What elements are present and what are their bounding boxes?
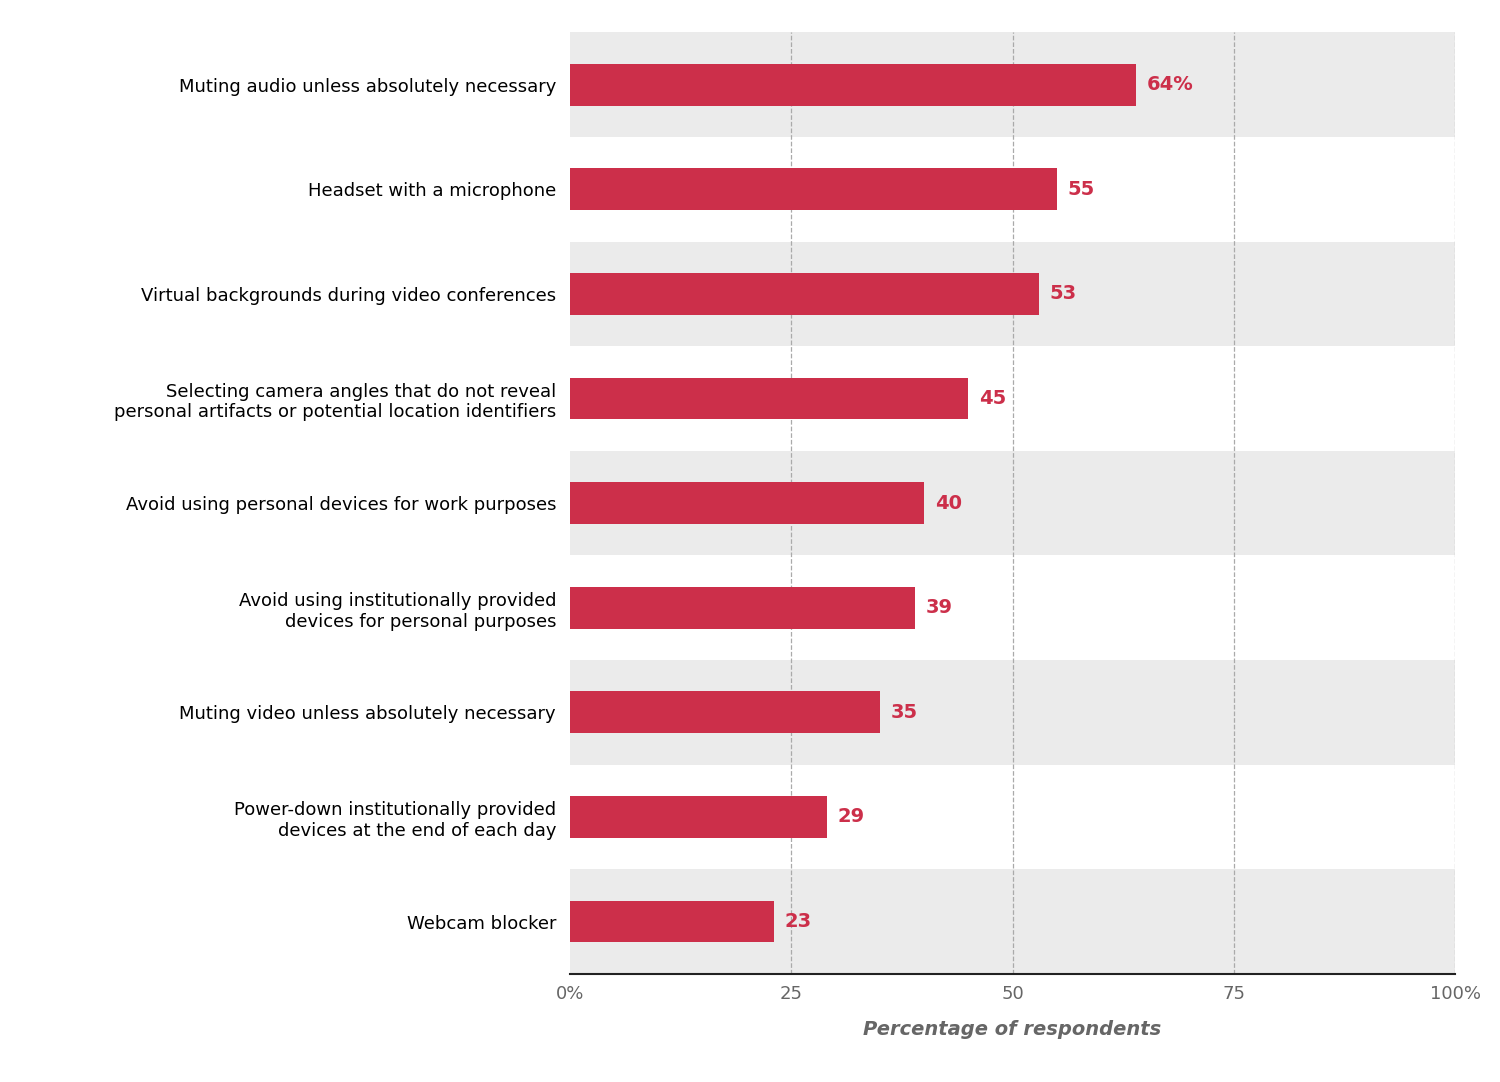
Bar	[570, 900, 774, 942]
Text: 53: 53	[1050, 285, 1077, 303]
X-axis label: Percentage of respondents: Percentage of respondents	[864, 1019, 1161, 1039]
Text: 39: 39	[926, 598, 952, 617]
Bar	[570, 273, 1040, 315]
Text: 35: 35	[891, 703, 918, 722]
Text: 40: 40	[934, 493, 962, 513]
Bar	[570, 32, 1455, 137]
Bar	[570, 483, 924, 524]
Bar	[570, 346, 1455, 451]
Bar	[570, 378, 969, 420]
Bar	[570, 765, 1455, 869]
Text: 29: 29	[837, 807, 864, 827]
Bar	[570, 451, 1455, 555]
Bar	[570, 586, 915, 629]
Bar	[570, 169, 1056, 210]
Text: 64%: 64%	[1148, 76, 1194, 94]
Text: 45: 45	[980, 390, 1006, 408]
Bar	[570, 796, 826, 837]
Text: 23: 23	[784, 912, 812, 931]
Bar	[570, 241, 1455, 346]
Bar	[570, 660, 1455, 765]
Text: 55: 55	[1068, 180, 1095, 199]
Bar	[570, 555, 1455, 660]
Bar	[570, 691, 879, 734]
Bar	[570, 64, 1137, 106]
Bar	[570, 869, 1455, 974]
Bar	[570, 137, 1455, 241]
